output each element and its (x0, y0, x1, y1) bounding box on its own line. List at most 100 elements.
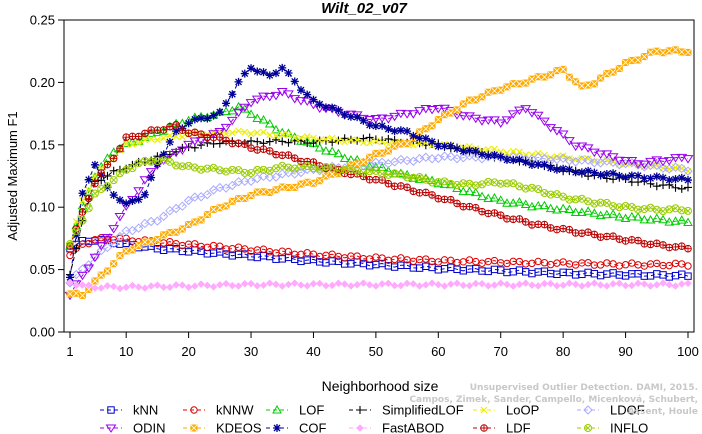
point-cof (559, 164, 568, 173)
point-kdeos (459, 100, 467, 108)
point-odin (295, 97, 307, 106)
point-odin (670, 154, 681, 163)
point-fastabod (478, 279, 486, 288)
point-kdeos (278, 183, 286, 191)
point-cof (90, 160, 99, 169)
point-lof (651, 213, 662, 222)
point-knn (596, 271, 605, 280)
point-lof (558, 203, 569, 213)
point-loop (153, 136, 161, 144)
point-kdeos (78, 291, 86, 299)
point-lof (639, 214, 650, 224)
legend-label-cof: COF (299, 421, 327, 434)
point-odin (139, 176, 151, 185)
point-cof (590, 168, 599, 177)
point-inflo (615, 203, 624, 212)
point-inflo (66, 240, 74, 249)
point-odin (102, 233, 113, 243)
legend-marker-ldof (583, 405, 593, 415)
point-inflo (140, 156, 149, 165)
point-knnw (66, 251, 74, 260)
point-fastabod (340, 280, 349, 288)
point-inflo (259, 165, 268, 174)
point-fastabod (403, 279, 411, 288)
legend-item-inflo: INFLO (577, 421, 648, 434)
point-ldf (584, 228, 592, 237)
point-fastabod (590, 279, 599, 287)
point-odin (501, 116, 513, 125)
point-fastabod (396, 281, 405, 290)
point-fastabod (559, 281, 568, 290)
point-knnw (515, 257, 524, 266)
point-cof (284, 69, 293, 78)
point-ldof (439, 151, 450, 161)
point-simplifiedlof (72, 244, 81, 253)
point-lof (683, 217, 693, 226)
point-lof (608, 209, 618, 218)
point-kdeos (153, 236, 161, 244)
point-ldf (546, 224, 555, 232)
point-loop (79, 197, 86, 204)
legend-label-ldof: LDOF (610, 403, 645, 418)
point-ldf (503, 215, 511, 223)
point-fastabod (578, 282, 586, 290)
point-inflo (172, 161, 181, 170)
point-odin (370, 115, 382, 124)
point-knnw (465, 256, 474, 264)
point-knn (684, 272, 692, 280)
point-inflo (72, 226, 81, 235)
point-fastabod (178, 281, 187, 290)
point-kdeos (634, 56, 642, 64)
point-cof (215, 108, 224, 117)
point-ldof (589, 158, 600, 168)
point-odin (457, 112, 469, 121)
point-lof (520, 199, 531, 208)
point-lof (495, 195, 506, 204)
point-fastabod (440, 282, 449, 290)
point-odin (395, 109, 407, 119)
point-fastabod (677, 280, 686, 288)
point-lof (458, 186, 469, 196)
point-lof (470, 187, 481, 197)
point-odin (233, 108, 244, 118)
point-lof (552, 205, 562, 214)
point-lof (508, 198, 519, 207)
point-inflo (153, 156, 162, 165)
point-inflo (365, 167, 374, 176)
point-fastabod (378, 280, 386, 288)
point-inflo (115, 169, 124, 178)
point-fastabod (434, 280, 443, 289)
point-fastabod (84, 281, 93, 290)
point-fastabod (72, 281, 81, 290)
point-loop (235, 127, 242, 135)
point-ldf (671, 243, 680, 251)
point-kdeos (590, 80, 598, 88)
point-ldf (471, 203, 480, 212)
point-fastabod (91, 284, 99, 292)
point-kdeos (309, 179, 317, 187)
point-cof (571, 168, 580, 177)
legend-item-fastabod: FastABOD (349, 421, 444, 434)
point-ldf (365, 175, 374, 184)
point-simplifiedlof (652, 182, 661, 191)
point-odin (239, 103, 251, 113)
point-knnw (422, 255, 430, 263)
point-ldof (558, 153, 568, 164)
legend-item-loop: LoOP (473, 403, 539, 418)
point-loop (328, 134, 336, 142)
legend-label-fastabod: FastABOD (382, 421, 444, 434)
x-tick-label: 20 (181, 344, 195, 359)
point-cof (184, 119, 193, 128)
point-kdeos (141, 238, 149, 246)
point-odin (645, 157, 656, 167)
point-kdeos (528, 75, 536, 83)
point-kdeos (91, 277, 99, 285)
point-fastabod (528, 281, 536, 290)
point-lof (589, 208, 600, 217)
legend-label-lof: LOF (299, 403, 324, 418)
point-cof (209, 111, 218, 120)
y-tick-label: 0.25 (30, 13, 55, 28)
series-fastabod (66, 278, 692, 293)
point-fastabod (159, 283, 168, 292)
point-kdeos (503, 83, 511, 91)
